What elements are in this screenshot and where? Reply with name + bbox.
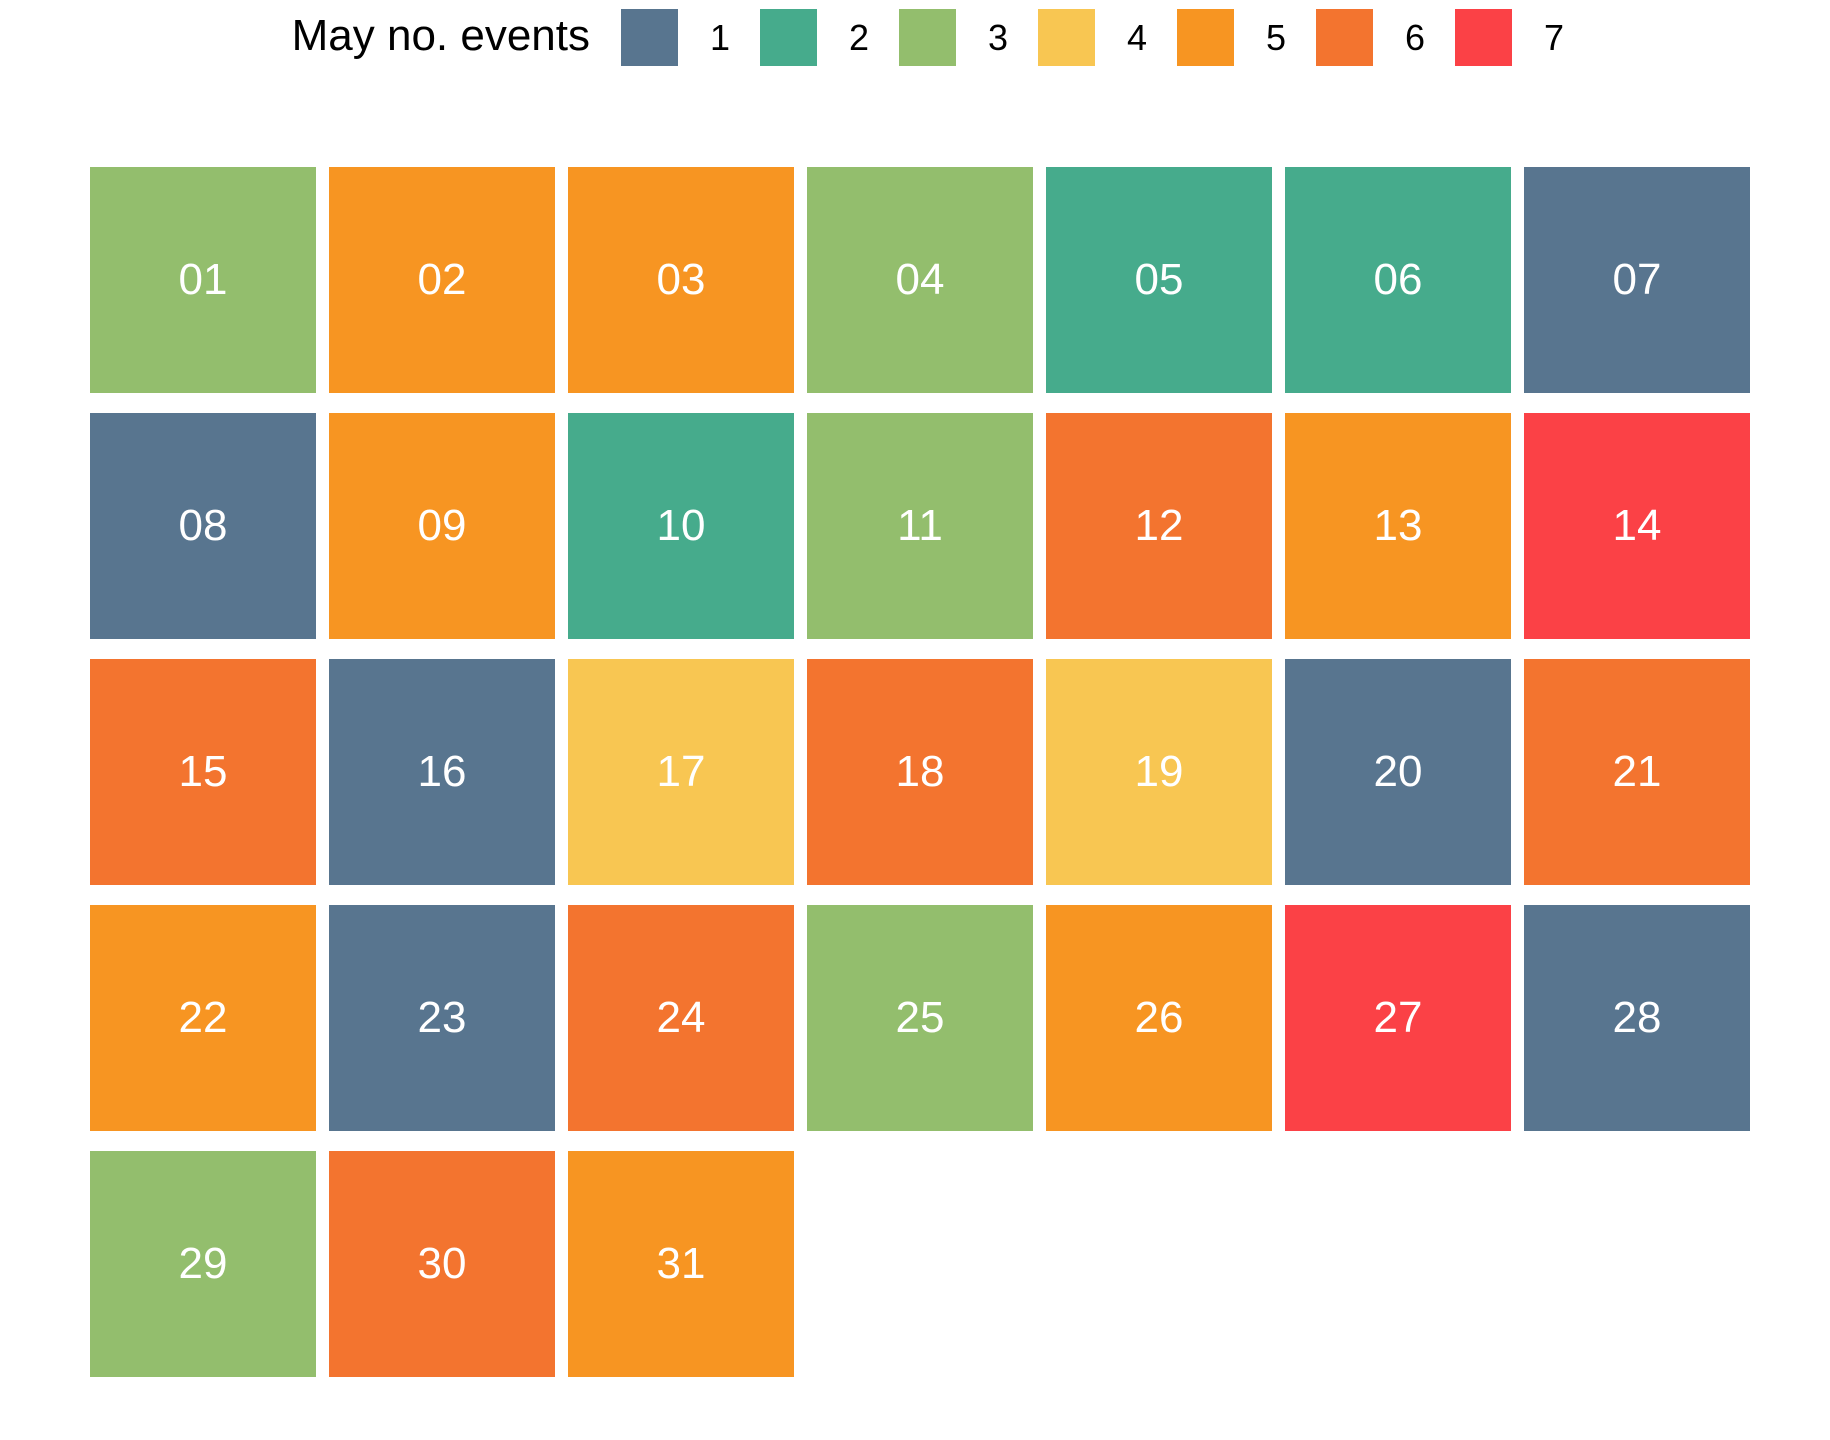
tile-02 bbox=[329, 167, 555, 393]
tile-label-26: 26 bbox=[1135, 993, 1184, 1042]
tile-label-12: 12 bbox=[1135, 501, 1184, 550]
legend-label-1: 1 bbox=[710, 17, 730, 58]
tile-label-21: 21 bbox=[1613, 747, 1662, 796]
calendar-tiles: 01 02 03 04 05 06 07 08 09 10 11 12 13 14 15 16 17 18 19 20… bbox=[90, 167, 1750, 1377]
tile-21 bbox=[1524, 659, 1750, 885]
legend-key-3 bbox=[899, 9, 956, 66]
legend: May no. events 1 2 3 4 5 6 7 bbox=[292, 9, 1564, 66]
tile-03 bbox=[568, 167, 794, 393]
tile-31 bbox=[568, 1151, 794, 1377]
tile-12 bbox=[1046, 413, 1272, 639]
tile-05 bbox=[1046, 167, 1272, 393]
tile-label-03: 03 bbox=[657, 255, 706, 304]
tile-label-08: 08 bbox=[179, 501, 228, 550]
tile-label-20: 20 bbox=[1374, 747, 1423, 796]
legend-key-2 bbox=[760, 9, 817, 66]
tile-label-02: 02 bbox=[418, 255, 467, 304]
tile-04 bbox=[807, 167, 1033, 393]
tile-label-13: 13 bbox=[1374, 501, 1423, 550]
tile-label-24: 24 bbox=[657, 993, 706, 1042]
legend-label-2: 2 bbox=[849, 17, 869, 58]
tile-label-27: 27 bbox=[1374, 993, 1423, 1042]
tile-07 bbox=[1524, 167, 1750, 393]
tile-label-19: 19 bbox=[1135, 747, 1184, 796]
tile-14 bbox=[1524, 413, 1750, 639]
tile-label-11: 11 bbox=[897, 501, 943, 550]
tile-label-30: 30 bbox=[418, 1239, 467, 1288]
tile-30 bbox=[329, 1151, 555, 1377]
tile-10 bbox=[568, 413, 794, 639]
tile-29 bbox=[90, 1151, 316, 1377]
legend-title: May no. events bbox=[292, 11, 590, 60]
tile-11 bbox=[807, 413, 1033, 639]
tile-09 bbox=[329, 413, 555, 639]
tile-label-18: 18 bbox=[896, 747, 945, 796]
tile-20 bbox=[1285, 659, 1511, 885]
legend-key-7 bbox=[1455, 9, 1512, 66]
tile-label-17: 17 bbox=[657, 747, 706, 796]
tile-01 bbox=[90, 167, 316, 393]
tile-17 bbox=[568, 659, 794, 885]
tile-label-29: 29 bbox=[179, 1239, 228, 1288]
tile-label-10: 10 bbox=[657, 501, 706, 550]
tile-label-09: 09 bbox=[418, 501, 467, 550]
tile-19 bbox=[1046, 659, 1272, 885]
legend-label-7: 7 bbox=[1544, 17, 1564, 58]
legend-label-3: 3 bbox=[988, 17, 1008, 58]
legend-label-6: 6 bbox=[1405, 17, 1425, 58]
tile-label-14: 14 bbox=[1613, 501, 1662, 550]
legend-key-1 bbox=[621, 9, 678, 66]
legend-key-5 bbox=[1177, 9, 1234, 66]
legend-label-4: 4 bbox=[1127, 17, 1147, 58]
tile-24 bbox=[568, 905, 794, 1131]
tile-label-01: 01 bbox=[179, 255, 228, 304]
tile-25 bbox=[807, 905, 1033, 1131]
tile-16 bbox=[329, 659, 555, 885]
tile-label-06: 06 bbox=[1374, 255, 1423, 304]
tile-18 bbox=[807, 659, 1033, 885]
legend-key-6 bbox=[1316, 9, 1373, 66]
tile-22 bbox=[90, 905, 316, 1131]
tile-28 bbox=[1524, 905, 1750, 1131]
tile-label-16: 16 bbox=[418, 747, 467, 796]
tile-08 bbox=[90, 413, 316, 639]
tile-label-25: 25 bbox=[896, 993, 945, 1042]
tile-13 bbox=[1285, 413, 1511, 639]
tile-27 bbox=[1285, 905, 1511, 1131]
tile-label-07: 07 bbox=[1613, 255, 1662, 304]
tile-label-05: 05 bbox=[1135, 255, 1184, 304]
tile-26 bbox=[1046, 905, 1272, 1131]
tile-label-31: 31 bbox=[657, 1239, 706, 1288]
tile-label-22: 22 bbox=[179, 993, 228, 1042]
tile-label-15: 15 bbox=[179, 747, 228, 796]
tile-15 bbox=[90, 659, 316, 885]
tile-label-28: 28 bbox=[1613, 993, 1662, 1042]
tile-06 bbox=[1285, 167, 1511, 393]
legend-key-4 bbox=[1038, 9, 1095, 66]
tile-23 bbox=[329, 905, 555, 1131]
tile-label-23: 23 bbox=[418, 993, 467, 1042]
tile-label-04: 04 bbox=[896, 255, 945, 304]
legend-label-5: 5 bbox=[1266, 17, 1286, 58]
